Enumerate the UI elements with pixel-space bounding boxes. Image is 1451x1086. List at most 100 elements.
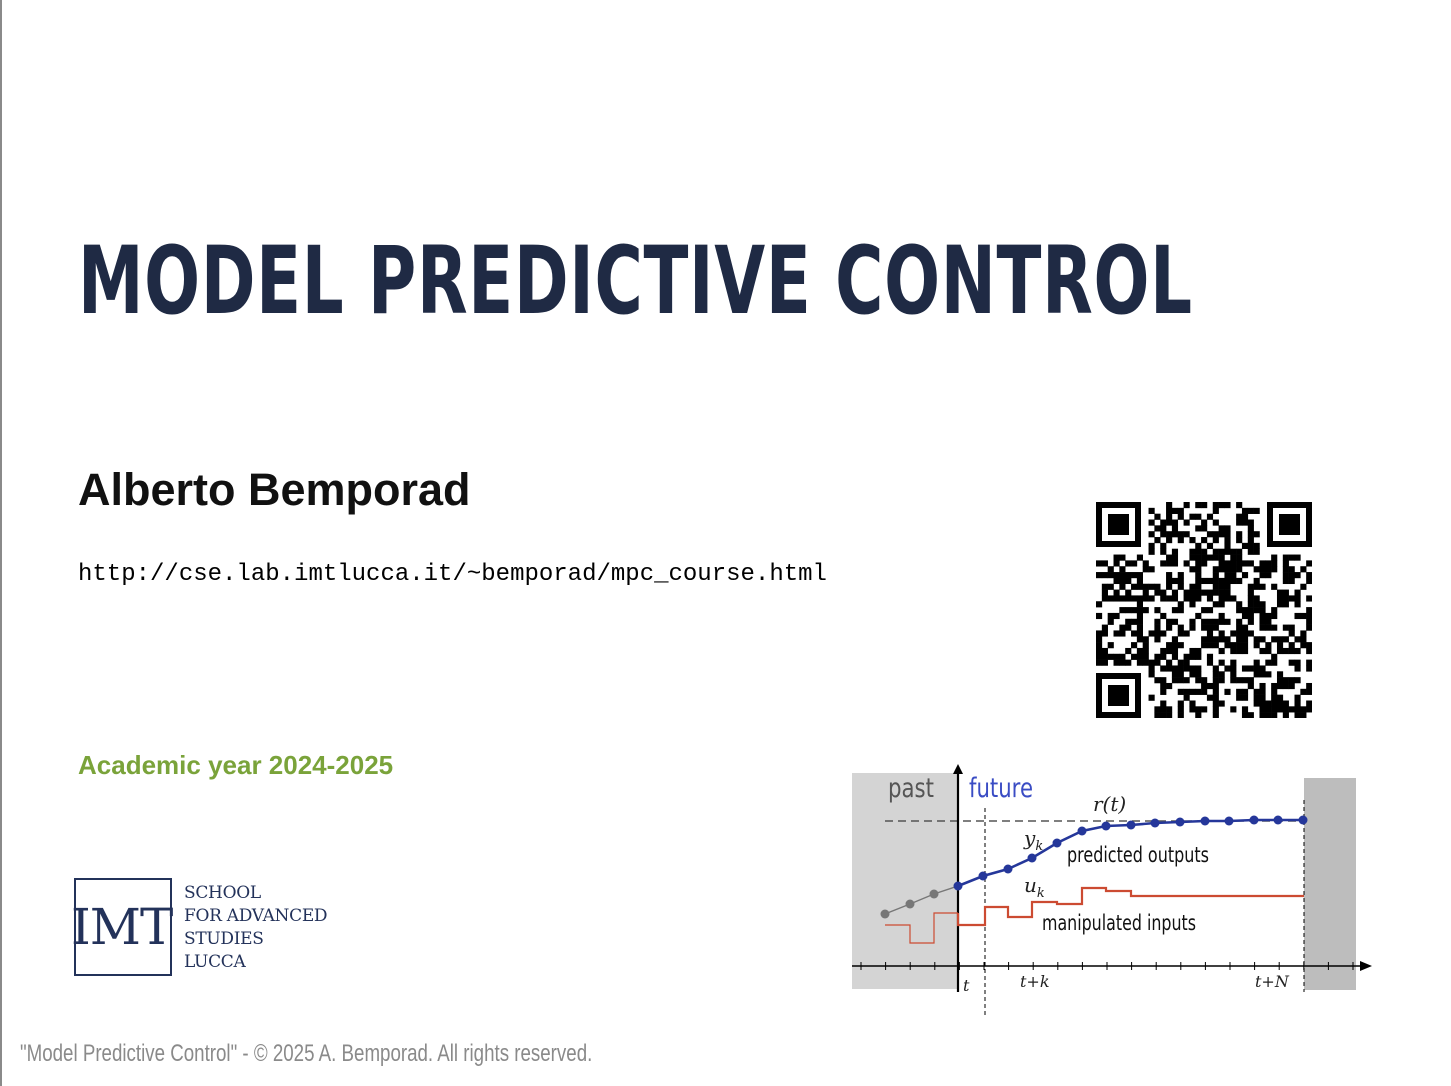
predicted-output-point [1224, 816, 1234, 826]
qr-module [1166, 572, 1173, 579]
qr-module [1154, 677, 1161, 684]
qr-module [1271, 706, 1278, 713]
qr-module [1119, 607, 1126, 614]
qr-module [1230, 577, 1237, 585]
qr-module [1236, 577, 1243, 585]
qr-module [1241, 642, 1249, 649]
qr-module [1206, 618, 1214, 625]
qr-module [1253, 507, 1260, 514]
qr-module [1171, 665, 1179, 672]
qr-module [1230, 671, 1237, 678]
qr-module [1241, 636, 1249, 643]
qr-module [1300, 583, 1307, 590]
qr-module [1212, 671, 1219, 678]
qr-module [1306, 682, 1312, 690]
qr-module [1282, 554, 1289, 561]
qr-module [1253, 601, 1260, 608]
qr-module [1241, 513, 1249, 520]
qr-module [1160, 531, 1167, 538]
qr-module [1282, 601, 1289, 608]
predicted-output-point [1077, 826, 1087, 836]
predicted-output-point [1052, 838, 1062, 848]
qr-module [1166, 519, 1173, 526]
qr-module [1300, 688, 1307, 695]
qr-module [1160, 682, 1167, 690]
qr-module [1171, 589, 1179, 596]
qr-module [1288, 554, 1295, 561]
qr-module [1259, 700, 1266, 707]
logo-mark: IMT [71, 898, 173, 956]
qr-module [1154, 624, 1161, 631]
qr-module [1236, 519, 1243, 526]
qr-module [1253, 531, 1260, 538]
qr-module [1136, 577, 1143, 585]
qr-module [1224, 525, 1231, 532]
qr-module [1195, 542, 1202, 549]
left-border [0, 0, 2, 1086]
qr-module [1306, 642, 1312, 649]
qr-module [1136, 595, 1143, 602]
qr-module [1166, 712, 1173, 718]
qr-module [1212, 682, 1219, 690]
qr-module [1171, 560, 1179, 567]
qr-module [1218, 589, 1225, 596]
qr-module [1154, 537, 1161, 544]
qr-module [1160, 630, 1167, 637]
qr-module [1230, 647, 1237, 655]
qr-module [1171, 636, 1179, 643]
qr-module [1195, 589, 1202, 596]
qr-module [1218, 659, 1225, 666]
qr-module [1189, 624, 1196, 631]
qr-module [1224, 566, 1231, 573]
qr-module [1166, 659, 1173, 666]
qr-module [1259, 647, 1266, 655]
vertical-axis-arrow [953, 764, 963, 774]
qr-module [1166, 502, 1173, 509]
qr-module [1282, 589, 1289, 596]
qr-module [1259, 566, 1266, 573]
qr-module [1236, 548, 1243, 555]
qr-module [1271, 688, 1278, 695]
predicted-output-point [1298, 815, 1308, 825]
qr-module [1183, 653, 1190, 660]
qr-module [1271, 612, 1278, 620]
qr-module [1160, 653, 1167, 660]
qr-module [1177, 624, 1184, 631]
qr-module [1195, 595, 1202, 602]
qr-module [1195, 612, 1202, 620]
predicted-output-point [1126, 820, 1136, 830]
qr-module [1166, 537, 1173, 544]
predicted-output-point [953, 881, 963, 891]
logo-line-1: SCHOOL [184, 883, 261, 903]
qr-module [1265, 671, 1272, 678]
qr-module [1294, 595, 1301, 602]
qr-module [1206, 694, 1214, 701]
qr-module [1160, 542, 1167, 549]
qr-module [1241, 612, 1249, 620]
qr-module [1119, 572, 1126, 579]
qr-module [1230, 642, 1237, 649]
qr-module [1276, 682, 1284, 690]
qr-module [1183, 694, 1190, 701]
qr-module [1154, 525, 1161, 532]
qr-module [1253, 542, 1260, 549]
qr-module [1276, 636, 1284, 643]
qr-module [1206, 642, 1214, 649]
qr-module [1282, 566, 1289, 573]
qr-module [1206, 577, 1214, 585]
qr-module [1195, 665, 1202, 672]
past-output-point [880, 909, 890, 919]
qr-module [1166, 577, 1173, 585]
qr-module [1236, 624, 1243, 631]
qr-module [1247, 612, 1254, 620]
qr-module [1247, 589, 1254, 596]
qr-module [1131, 583, 1138, 590]
qr-module [1195, 688, 1202, 695]
qr-module [1236, 607, 1243, 614]
qr-module [1253, 636, 1260, 643]
qr-module [1125, 577, 1132, 585]
qr-module [1282, 647, 1289, 655]
qr-module [1148, 531, 1155, 538]
qr-module [1212, 519, 1219, 526]
mpc-horizon-diagram: past future r(t) yk predicted outputs uk… [852, 764, 1372, 1018]
